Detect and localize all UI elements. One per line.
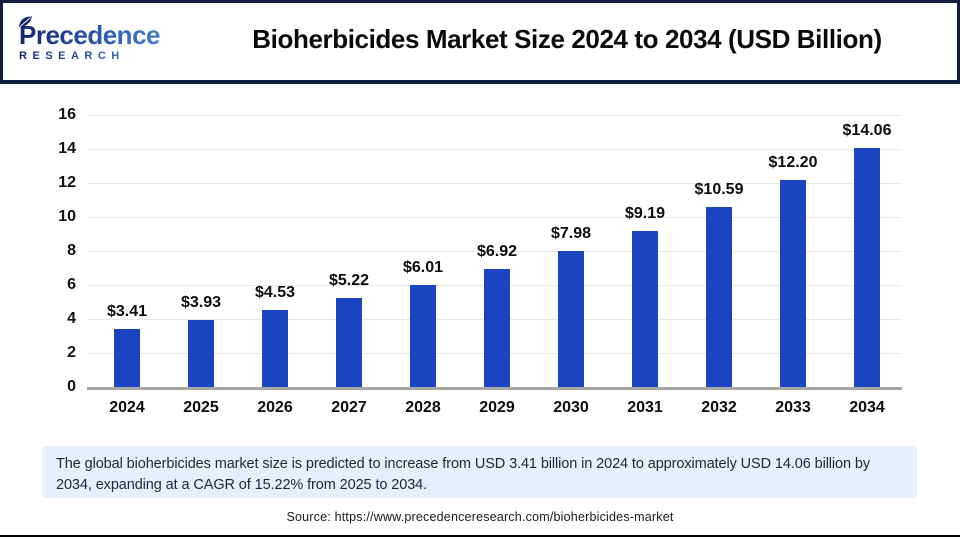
bar-value-label: $6.01	[402, 259, 444, 276]
precedence-research-logo: Precedence RESEARCH	[19, 15, 187, 62]
bar-value-label: $12.20	[768, 154, 818, 171]
chart-title: Bioherbicides Market Size 2024 to 2034 (…	[252, 24, 882, 54]
y-axis-tick-label: 12	[58, 174, 76, 191]
x-axis-tick-label: 2024	[109, 399, 145, 416]
bar-value-label: $7.98	[550, 225, 592, 242]
x-axis-tick-label: 2028	[405, 399, 441, 416]
bar-2033	[780, 180, 806, 387]
logo-wordmark: Precedence	[19, 22, 187, 48]
bar-2028	[410, 285, 436, 387]
bar-2034	[854, 148, 880, 387]
x-axis-tick-label: 2031	[627, 399, 663, 416]
summary-box: The global bioherbicides market size is …	[42, 446, 917, 498]
x-axis-tick-label: 2026	[257, 399, 293, 416]
bar-value-label: $5.22	[328, 272, 370, 289]
gridline	[87, 251, 902, 252]
x-axis-tick-label: 2034	[849, 399, 885, 416]
bar-value-label: $14.06	[842, 122, 892, 139]
y-axis-tick-label: 0	[67, 378, 76, 395]
y-axis-tick-label: 2	[67, 344, 76, 361]
bar-value-label: $10.59	[694, 181, 744, 198]
bar-value-label: $6.92	[476, 243, 518, 260]
x-axis-tick-label: 2025	[183, 399, 219, 416]
logo-leaf-icon	[19, 15, 32, 27]
source-line: Source: https://www.precedenceresearch.c…	[286, 510, 674, 524]
logo-subtitle: RESEARCH	[19, 50, 187, 62]
x-axis-tick-label: 2027	[331, 399, 367, 416]
header: Precedence RESEARCH Bioherbicides Market…	[0, 0, 960, 84]
bar-2032	[706, 207, 732, 387]
bottom-divider	[0, 535, 960, 537]
y-axis-tick-label: 10	[58, 208, 76, 225]
bar-value-label: $3.41	[106, 303, 148, 320]
y-axis-tick-label: 6	[67, 276, 76, 293]
bar-2024	[114, 329, 140, 387]
gridline	[87, 217, 902, 218]
x-axis-tick-label: 2033	[775, 399, 811, 416]
y-axis-tick-label: 4	[67, 310, 76, 327]
x-axis-tick-label: 2032	[701, 399, 737, 416]
bar-value-label: $3.93	[180, 294, 222, 311]
bar-2031	[632, 231, 658, 387]
bar-value-label: $4.53	[254, 284, 296, 301]
gridline	[87, 115, 902, 116]
x-axis-line	[87, 387, 902, 390]
y-axis-tick-label: 8	[67, 242, 76, 259]
x-axis-tick-label: 2029	[479, 399, 515, 416]
gridline	[87, 149, 902, 150]
bar-2029	[484, 269, 510, 387]
y-axis-tick-label: 14	[58, 140, 76, 157]
y-axis-tick-label: 16	[58, 106, 76, 123]
bar-2027	[336, 298, 362, 387]
x-axis-tick-label: 2030	[553, 399, 589, 416]
bar-2030	[558, 251, 584, 387]
bar-2025	[188, 320, 214, 387]
bar-2026	[262, 310, 288, 387]
bar-value-label: $9.19	[624, 205, 666, 222]
gridline	[87, 183, 902, 184]
